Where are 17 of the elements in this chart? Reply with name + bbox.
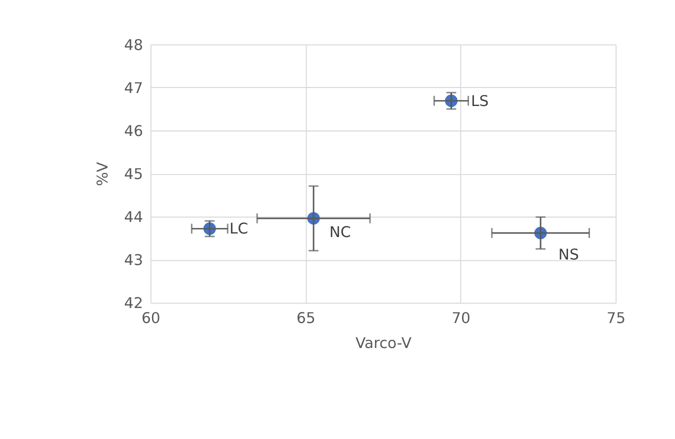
y-tick-label: 45 — [124, 166, 144, 184]
y-axis-title: %V — [94, 161, 112, 186]
y-tick-label: 42 — [124, 295, 144, 312]
x-tick-label: 70 — [452, 310, 470, 328]
x-axis-title: Varco-V — [356, 334, 412, 352]
y-tick-label: 44 — [124, 209, 144, 226]
annotation: NS — [558, 246, 579, 264]
annotation: NC — [329, 224, 351, 242]
y-tick-label: 43 — [124, 252, 144, 270]
y-tick-label: 47 — [124, 80, 144, 97]
x-tick-label: 75 — [606, 310, 626, 328]
y-tick-label: 48 — [124, 36, 144, 54]
x-tick-label: 65 — [296, 310, 316, 328]
x-tick-label: 60 — [141, 310, 160, 328]
y-tick-label: 46 — [124, 122, 144, 140]
annotation: LS — [471, 92, 489, 110]
annotation: LC — [229, 220, 248, 238]
